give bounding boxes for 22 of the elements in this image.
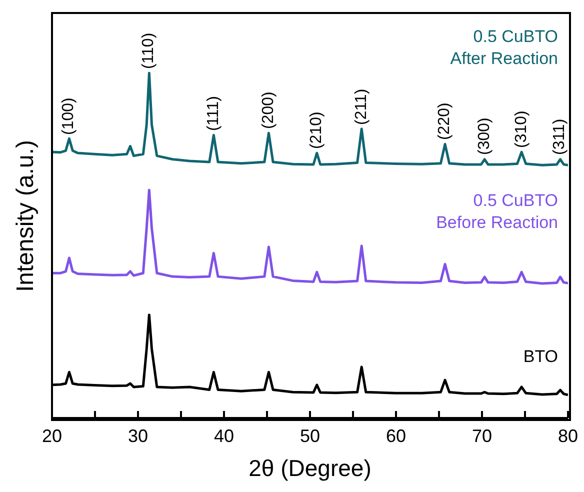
- annotation: (220): [436, 102, 454, 140]
- x-tick-label: 30: [128, 426, 148, 446]
- x-tick-label: 40: [214, 426, 234, 446]
- x-tick-label: 20: [42, 426, 62, 446]
- annotation: (300): [476, 118, 493, 156]
- annotation: (310): [512, 110, 530, 148]
- annotation: (210): [308, 112, 325, 150]
- annotation: (311): [551, 119, 568, 156]
- x-tick-label: 70: [472, 426, 492, 446]
- annotation: (211): [352, 88, 370, 125]
- x-tick-label: 80: [558, 426, 578, 446]
- x-tick-label: 50: [300, 426, 320, 446]
- annotation: (200): [260, 92, 277, 130]
- series-label: BTO: [522, 346, 558, 368]
- x-axis-title: 2θ (Degree): [248, 455, 372, 481]
- annotation: (111): [204, 96, 222, 132]
- text: 0.5 CuBTO After Reaction: [449, 26, 558, 70]
- y-axis-title: Intensity (a.u.): [12, 139, 40, 292]
- x-tick-label: 60: [386, 426, 406, 446]
- annotation: (100): [60, 97, 78, 135]
- series-label: 0.5 CuBTO Before Reaction: [435, 190, 558, 234]
- annotation: (110): [140, 32, 158, 70]
